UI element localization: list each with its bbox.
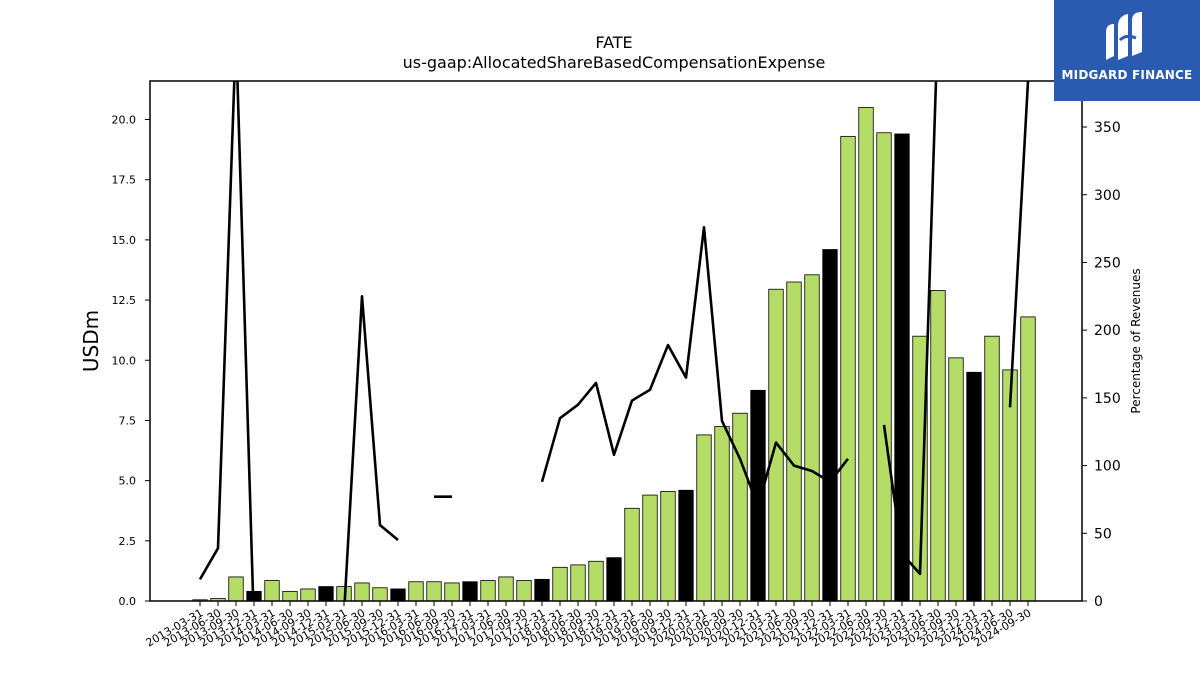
bar-series xyxy=(192,107,1036,602)
percentage-line-segment-4 xyxy=(198,81,255,601)
line-series xyxy=(198,81,1030,601)
bar-2023-09-30 xyxy=(948,357,964,602)
bar-2014-09-30 xyxy=(300,588,316,602)
y-tick-label: 20.0 xyxy=(112,114,137,127)
bar-2024-03-31 xyxy=(984,335,1000,602)
y-tick-label: 2.5 xyxy=(119,535,137,548)
y2-axis-title: Percentage of Revenues xyxy=(1129,268,1143,413)
y2-tick-label: 300 xyxy=(1094,188,1121,204)
bar-2014-06-30 xyxy=(282,590,298,602)
y-tick-label: 10.0 xyxy=(112,354,137,367)
percentage-line-segment-47 xyxy=(1008,81,1030,408)
y2-tick-label: 250 xyxy=(1094,255,1121,271)
bar-2017-09-30 xyxy=(516,580,532,602)
brand-logo: MIDGARD FINANCE xyxy=(1054,0,1200,101)
chart-title: FATE xyxy=(595,33,632,52)
percentage-line-segment-37 xyxy=(540,225,850,508)
brand-name: MIDGARD FINANCE xyxy=(1061,68,1193,82)
bar-2017-06-30 xyxy=(498,576,514,602)
bar-2013-09-30 xyxy=(228,576,244,602)
bar-2016-06-30 xyxy=(426,581,442,602)
bar-2022-06-30 xyxy=(858,107,874,602)
y2-tick-label: 200 xyxy=(1094,323,1121,339)
bar-2020-09-30 xyxy=(732,412,748,602)
y-tick-label: 17.5 xyxy=(112,174,137,187)
bar-2023-12-31 xyxy=(966,371,982,602)
axes: 0.0 2.5 5.0 7.5 10.0 12.5 15.0 17.5 20.0 0 50 100 15… xyxy=(112,80,1121,610)
bar-2015-09-30 xyxy=(372,587,388,602)
y2-tick-label: 50 xyxy=(1094,526,1112,542)
y2-tick-label: 0 xyxy=(1094,594,1103,610)
bar-2024-09-30 xyxy=(1020,316,1036,602)
y2-tick-label: 150 xyxy=(1094,391,1121,407)
midgard-logo-icon xyxy=(1106,12,1142,60)
bar-2021-06-30 xyxy=(786,281,802,602)
bar-2021-09-30 xyxy=(804,274,820,602)
y-tick-label: 12.5 xyxy=(112,294,137,307)
bar-2015-06-30 xyxy=(354,582,370,602)
bar-2018-09-30 xyxy=(588,560,604,602)
x-tick-labels: 2013-03-312013-06-302013-09-302013-12-31… xyxy=(144,601,1034,650)
y-tick-label: 7.5 xyxy=(119,414,137,427)
y-tick-label: 5.0 xyxy=(119,475,137,488)
bar-2017-03-31 xyxy=(480,580,496,602)
bar-2014-12-31 xyxy=(318,586,334,602)
bar-2014-03-31 xyxy=(264,580,280,602)
bar-2023-06-30 xyxy=(930,290,946,602)
bar-2018-06-30 xyxy=(570,564,586,602)
bar-2022-09-30 xyxy=(876,132,892,602)
y2-tick-label: 100 xyxy=(1094,459,1121,475)
bar-2019-03-31 xyxy=(624,507,640,602)
bar-2016-03-31 xyxy=(408,581,424,602)
bar-2019-09-30 xyxy=(660,491,676,602)
y2-tick-label: 350 xyxy=(1094,120,1121,136)
y-tick-label: 0.0 xyxy=(119,595,137,608)
bar-2015-12-31 xyxy=(390,588,406,602)
bar-2019-06-30 xyxy=(642,494,658,602)
bar-2020-06-30 xyxy=(714,426,730,602)
bar-2022-12-31 xyxy=(894,133,910,602)
percentage-line-segment-12 xyxy=(343,295,399,601)
bar-2021-12-31 xyxy=(822,249,838,602)
bar-2016-12-31 xyxy=(462,581,478,602)
bar-2018-12-31 xyxy=(606,557,622,602)
bar-2016-09-30 xyxy=(444,582,460,602)
bar-2022-03-31 xyxy=(840,135,856,602)
y-tick-label: 15.0 xyxy=(112,234,137,247)
bar-2020-03-31 xyxy=(696,434,712,602)
bar-2018-03-31 xyxy=(552,566,568,602)
bar-2017-12-31 xyxy=(534,578,550,602)
chart-subtitle: us-gaap:AllocatedShareBasedCompensationE… xyxy=(403,53,826,72)
percentage-line-segment-42 xyxy=(882,81,938,576)
plot-frame xyxy=(149,80,1083,602)
bar-2019-12-31 xyxy=(678,489,694,602)
y-axis-title: USDm xyxy=(79,310,103,372)
